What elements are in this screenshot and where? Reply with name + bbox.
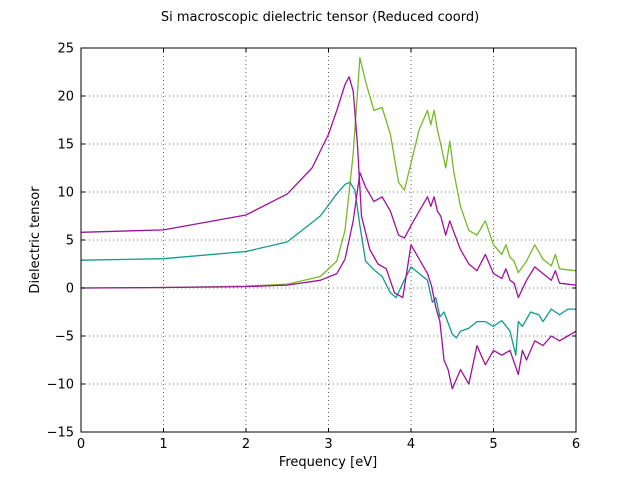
series-line-1 [80, 56, 577, 289]
x-tick-label: 3 [324, 437, 332, 452]
chart-title: Si macroscopic dielectric tensor (Reduce… [161, 10, 479, 25]
series-line-3 [80, 76, 577, 390]
y-tick-label: 0 [66, 282, 74, 297]
x-tick-label: 5 [489, 437, 497, 452]
series-line-2 [80, 181, 576, 356]
x-axis-label: Frequency [eV] [279, 455, 377, 470]
x-tick-label: 0 [77, 437, 85, 452]
series-group [80, 56, 577, 390]
x-tick-label: 1 [159, 437, 167, 452]
y-tick-label: 15 [57, 138, 74, 153]
x-tick-label: 6 [572, 437, 580, 452]
axis-ticks: 0 1 2 3 4 5 6 −15 −10 −5 0 5 10 15 20 25 [47, 42, 581, 453]
y-tick-label: −5 [55, 330, 74, 345]
y-axis-label: Dielectric tensor [28, 186, 43, 294]
y-tick-label: 25 [57, 42, 74, 57]
y-tick-label: −10 [47, 378, 74, 393]
series-line-4 [80, 172, 577, 299]
x-tick-label: 4 [407, 437, 415, 452]
x-tick-label: 2 [242, 437, 250, 452]
y-tick-label: −15 [47, 426, 74, 441]
y-tick-label: 5 [66, 234, 74, 249]
y-tick-label: 10 [57, 186, 74, 201]
y-tick-label: 20 [57, 90, 74, 105]
